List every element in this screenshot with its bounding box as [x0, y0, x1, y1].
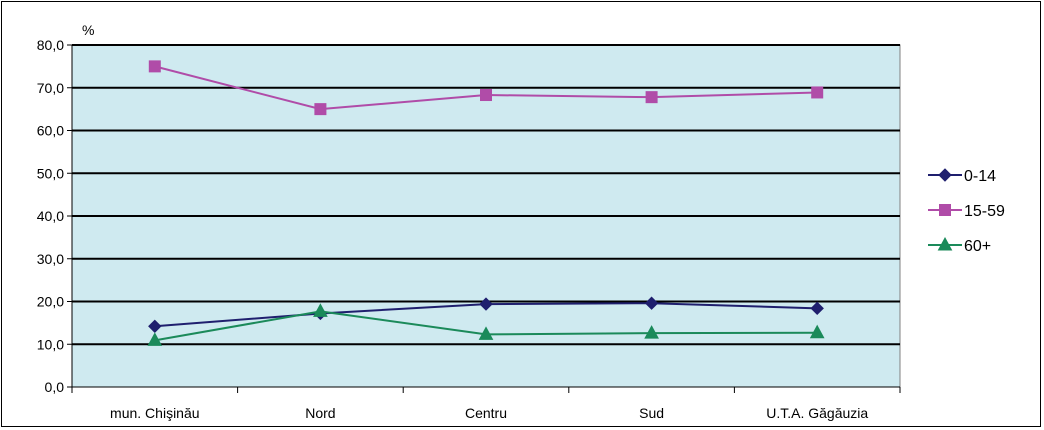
data-point-marker	[313, 303, 328, 317]
x-tick-label: Centru	[465, 405, 507, 421]
data-point-marker	[478, 326, 494, 340]
data-point-marker	[939, 204, 951, 216]
y-tick-label: 80,0	[37, 37, 64, 53]
data-point-marker	[314, 103, 327, 116]
y-tick-label: 0,0	[45, 379, 65, 395]
y-tick-label: 20,0	[37, 294, 64, 310]
data-point-marker	[811, 86, 824, 99]
data-point-marker	[645, 91, 658, 104]
data-point-marker	[644, 296, 659, 310]
y-tick-label: 60,0	[37, 123, 64, 139]
y-tick-label: 30,0	[37, 251, 64, 267]
y-axis-ticks: 0,0 10,0 20,0 30,0 40,0 50,0 60,0 70,0 80,0	[37, 37, 72, 395]
data-point-marker	[479, 297, 493, 311]
data-point-marker	[147, 332, 163, 346]
data-point-marker	[809, 324, 825, 339]
x-tick-label: U.T.A. Găgăuzia	[766, 405, 868, 421]
x-axis-ticks: mun. Chişinău Nord Centru Sud U.T.A. Găgăuzi…	[71, 387, 901, 421]
data-point-marker	[938, 168, 952, 182]
data-point-marker	[810, 301, 824, 316]
series-lines	[147, 60, 825, 346]
legend-label: 60+	[964, 238, 991, 255]
data-point-marker	[148, 60, 161, 73]
data-point-marker	[148, 319, 162, 334]
y-tick-label: 70,0	[37, 80, 64, 96]
legend-item: 15-59	[928, 203, 1005, 220]
y-axis-label: %	[82, 22, 94, 38]
legend-item: 60+	[928, 236, 991, 255]
legend-item: 0-14	[928, 168, 996, 185]
data-point-marker	[644, 325, 659, 339]
data-point-marker	[480, 89, 492, 102]
legend-label: 0-14	[964, 168, 996, 185]
x-tick-label: mun. Chişinău	[110, 405, 200, 421]
x-tick-label: Nord	[305, 405, 335, 421]
legend-label: 15-59	[964, 203, 1005, 220]
y-tick-label: 50,0	[37, 165, 64, 181]
y-tick-label: 40,0	[37, 208, 64, 224]
series-60+	[147, 303, 825, 346]
y-tick-label: 10,0	[37, 336, 64, 352]
data-point-marker	[937, 236, 953, 251]
series-15-59	[148, 60, 824, 116]
x-tick-label: Sud	[639, 405, 664, 421]
legend: 0-14 15-59 60+	[928, 168, 1005, 255]
